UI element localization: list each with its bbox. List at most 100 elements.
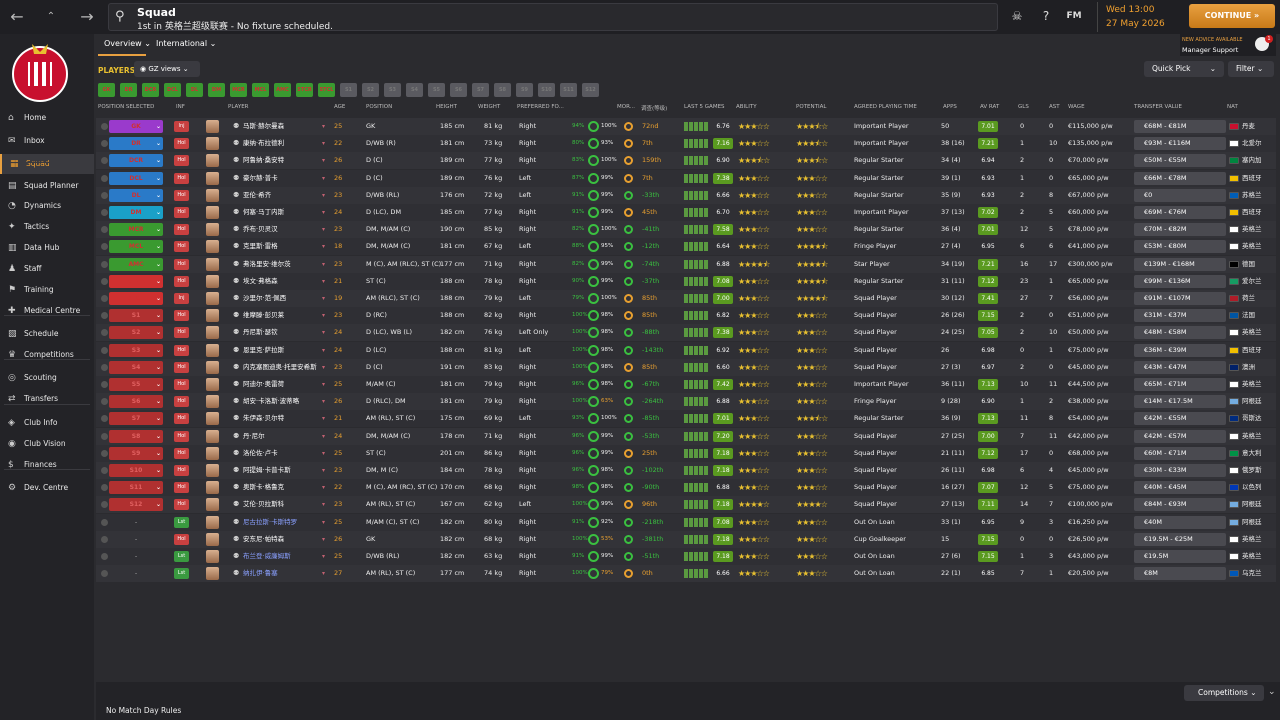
status-badge[interactable]: Hol bbox=[174, 499, 189, 511]
status-badge[interactable]: Hol bbox=[174, 207, 189, 218]
help-icon[interactable]: ? bbox=[1042, 9, 1050, 23]
row-menu-icon[interactable]: ▾ bbox=[322, 518, 326, 526]
sidebar-item-dev-centre[interactable]: ⚙ Dev. Centre bbox=[0, 478, 94, 498]
row-select-toggle[interactable] bbox=[101, 329, 108, 337]
row-select-toggle[interactable] bbox=[101, 226, 108, 234]
status-badge[interactable]: Hol bbox=[174, 310, 189, 322]
player-name[interactable]: 丹尼斯·瑟钦 bbox=[243, 328, 278, 337]
table-row[interactable]: AMC ⌄ Hol ⚉ 弗洛里安·维尔茨 ▾ 23 M (C), AM (RLC), ST (… bbox=[96, 255, 1276, 273]
position-selector[interactable]: DL ⌄ bbox=[109, 188, 163, 202]
player-name[interactable]: 艾伦·贝拉斯科 bbox=[243, 500, 285, 509]
sidebar-item-competitions[interactable]: ♛ Competitions bbox=[0, 345, 94, 365]
player-name[interactable]: 何塞·马丁内斯 bbox=[243, 208, 285, 216]
position-chip-mcr[interactable]: MCR bbox=[230, 83, 247, 97]
column-header[interactable]: PLAYER bbox=[228, 104, 249, 110]
row-select-toggle[interactable] bbox=[101, 174, 108, 182]
row-menu-icon[interactable]: ▾ bbox=[322, 260, 326, 268]
row-select-toggle[interactable] bbox=[101, 312, 108, 320]
table-row[interactable]: S12 ⌄ Hol ⚉ 艾伦·贝拉斯科 ▾ 23 AM (RL), ST (C) 167 cm 6… bbox=[96, 496, 1276, 514]
position-chip-dr[interactable]: DR bbox=[120, 83, 137, 97]
row-menu-icon[interactable]: ▾ bbox=[322, 191, 326, 199]
continue-button[interactable]: CONTINUE » bbox=[1189, 4, 1275, 28]
player-name[interactable]: 康纳·布拉德利 bbox=[243, 139, 285, 148]
column-header[interactable]: TRANSFER VALUE bbox=[1134, 104, 1182, 110]
back-icon[interactable]: ← bbox=[10, 7, 24, 26]
table-row[interactable]: S4 ⌄ Hol ⚉ 内克塞图迪奥·托里安希斯 ▾ 23 D (C) 191 cm 83 kg Ri… bbox=[96, 358, 1276, 376]
player-name[interactable]: 洛伦佐·卢卡 bbox=[243, 448, 278, 457]
sidebar-item-scouting[interactable]: ◎ Scouting bbox=[0, 368, 94, 388]
sidebar-item-finances[interactable]: $ Finances bbox=[0, 455, 94, 475]
row-select-toggle[interactable] bbox=[101, 140, 108, 148]
row-menu-icon[interactable]: ▾ bbox=[322, 415, 326, 423]
sidebar-item-inbox[interactable]: ✉ Inbox bbox=[0, 131, 94, 151]
position-chip-dl[interactable]: DL bbox=[186, 83, 203, 97]
column-header[interactable]: POTENTIAL bbox=[796, 104, 827, 110]
row-menu-icon[interactable]: ▾ bbox=[322, 432, 326, 440]
status-badge[interactable]: Hol bbox=[174, 258, 189, 270]
row-select-toggle[interactable] bbox=[101, 535, 108, 543]
position-selector[interactable]: DR ⌄ bbox=[109, 137, 163, 151]
position-selector[interactable]: S2 ⌄ bbox=[109, 326, 163, 340]
position-selector[interactable]: S8 ⌄ bbox=[109, 429, 163, 443]
position-selector[interactable]: S9 ⌄ bbox=[109, 446, 163, 460]
row-menu-icon[interactable]: ▾ bbox=[322, 346, 326, 354]
position-chip-s1[interactable]: S1 bbox=[340, 83, 357, 97]
row-select-toggle[interactable] bbox=[101, 191, 108, 199]
row-select-toggle[interactable] bbox=[101, 277, 108, 285]
row-select-toggle[interactable] bbox=[101, 209, 108, 216]
status-badge[interactable]: Inj bbox=[174, 121, 189, 132]
sidebar-item-data-hub[interactable]: ▥ Data Hub bbox=[0, 238, 94, 258]
forward-icon[interactable]: → bbox=[80, 7, 94, 26]
sidebar-item-medical-centre[interactable]: ✚ Medical Centre bbox=[0, 301, 94, 321]
position-chip-mcl[interactable]: MCL bbox=[252, 83, 269, 97]
row-menu-icon[interactable]: ▾ bbox=[322, 449, 326, 457]
row-menu-icon[interactable]: ▾ bbox=[322, 140, 326, 148]
manager-support-button[interactable]: NEW ADVICE AVAILABLE Manager Support 1 bbox=[1180, 34, 1276, 56]
column-header[interactable]: AGE bbox=[334, 104, 346, 110]
table-row[interactable]: DM ⌄ Hol ⚉ 何塞·马丁内斯 ▾ 24 D (LC), DM 185 cm 77 kg Ri… bbox=[96, 204, 1276, 221]
position-chip-amc[interactable]: AMC bbox=[274, 83, 291, 97]
row-menu-icon[interactable]: ▾ bbox=[322, 501, 326, 509]
player-name[interactable]: 马斯·赫尔曼森 bbox=[243, 122, 285, 130]
column-header[interactable]: PREFERRED FO... bbox=[517, 104, 564, 110]
status-badge[interactable]: Hol bbox=[174, 379, 189, 390]
row-select-toggle[interactable] bbox=[101, 553, 108, 560]
position-chip-stcr[interactable]: STCR bbox=[296, 83, 313, 97]
table-row[interactable]: STCR ⌄ Hol ⚉ 埃文·弗格森 ▾ 21 ST (C) 188 cm 78 kg Right… bbox=[96, 272, 1276, 290]
position-selector[interactable]: S1 ⌄ bbox=[109, 309, 163, 323]
row-select-toggle[interactable] bbox=[101, 398, 108, 406]
table-row[interactable]: S2 ⌄ Hol ⚉ 丹尼斯·瑟钦 ▾ 24 D (LC), WB (L) 182 cm 76 k… bbox=[96, 324, 1276, 342]
position-selector[interactable]: - bbox=[134, 569, 138, 578]
player-name[interactable]: 弗洛里安·维尔茨 bbox=[243, 259, 291, 268]
sidebar-item-tactics[interactable]: ✦ Tactics bbox=[0, 217, 94, 237]
player-name[interactable]: 阿迪尔·奥雷荷 bbox=[243, 380, 285, 388]
row-select-toggle[interactable] bbox=[101, 467, 108, 474]
status-badge[interactable]: Hol bbox=[174, 361, 189, 373]
row-select-toggle[interactable] bbox=[101, 518, 108, 526]
position-selector[interactable]: STCL ⌄ bbox=[109, 292, 163, 305]
player-name[interactable]: 纳扎伊·鲁塞 bbox=[243, 569, 278, 578]
row-select-toggle[interactable] bbox=[101, 123, 108, 130]
status-badge[interactable]: Hol bbox=[174, 396, 189, 408]
table-row[interactable]: - Hol ⚉ 安东尼·帕特森 ▾ 26 GK 182 cm 68 kg Right 100% 53%… bbox=[96, 530, 1276, 548]
status-badge[interactable]: Lst bbox=[174, 516, 189, 528]
position-chip-s12[interactable]: S12 bbox=[582, 83, 599, 97]
column-header[interactable]: NAT bbox=[1227, 104, 1238, 110]
player-name[interactable]: 亚伦·希齐 bbox=[243, 190, 272, 199]
row-menu-icon[interactable]: ▾ bbox=[322, 209, 326, 216]
column-header[interactable]: GLS bbox=[1018, 104, 1029, 110]
column-header[interactable]: AGREED PLAYING TIME bbox=[854, 104, 917, 110]
position-selector[interactable]: S4 ⌄ bbox=[109, 360, 163, 374]
row-menu-icon[interactable]: ▾ bbox=[322, 535, 326, 543]
position-chip-gk[interactable]: GK bbox=[98, 83, 115, 97]
table-row[interactable]: S9 ⌄ Hol ⚉ 洛伦佐·卢卡 ▾ 25 ST (C) 201 cm 86 kg Right 96… bbox=[96, 444, 1276, 462]
position-chip-s3[interactable]: S3 bbox=[384, 83, 401, 97]
sidebar-item-squad[interactable]: ▦ Squad bbox=[0, 154, 94, 174]
player-name[interactable]: 克里斯·雷格 bbox=[243, 242, 278, 251]
position-selector[interactable]: MCR ⌄ bbox=[109, 223, 163, 237]
position-chip-stcl[interactable]: STCL bbox=[318, 83, 335, 97]
row-menu-icon[interactable]: ▾ bbox=[322, 553, 326, 560]
row-select-toggle[interactable] bbox=[101, 363, 108, 371]
column-header[interactable]: INF bbox=[176, 104, 185, 110]
status-badge[interactable]: Hol bbox=[174, 275, 189, 287]
